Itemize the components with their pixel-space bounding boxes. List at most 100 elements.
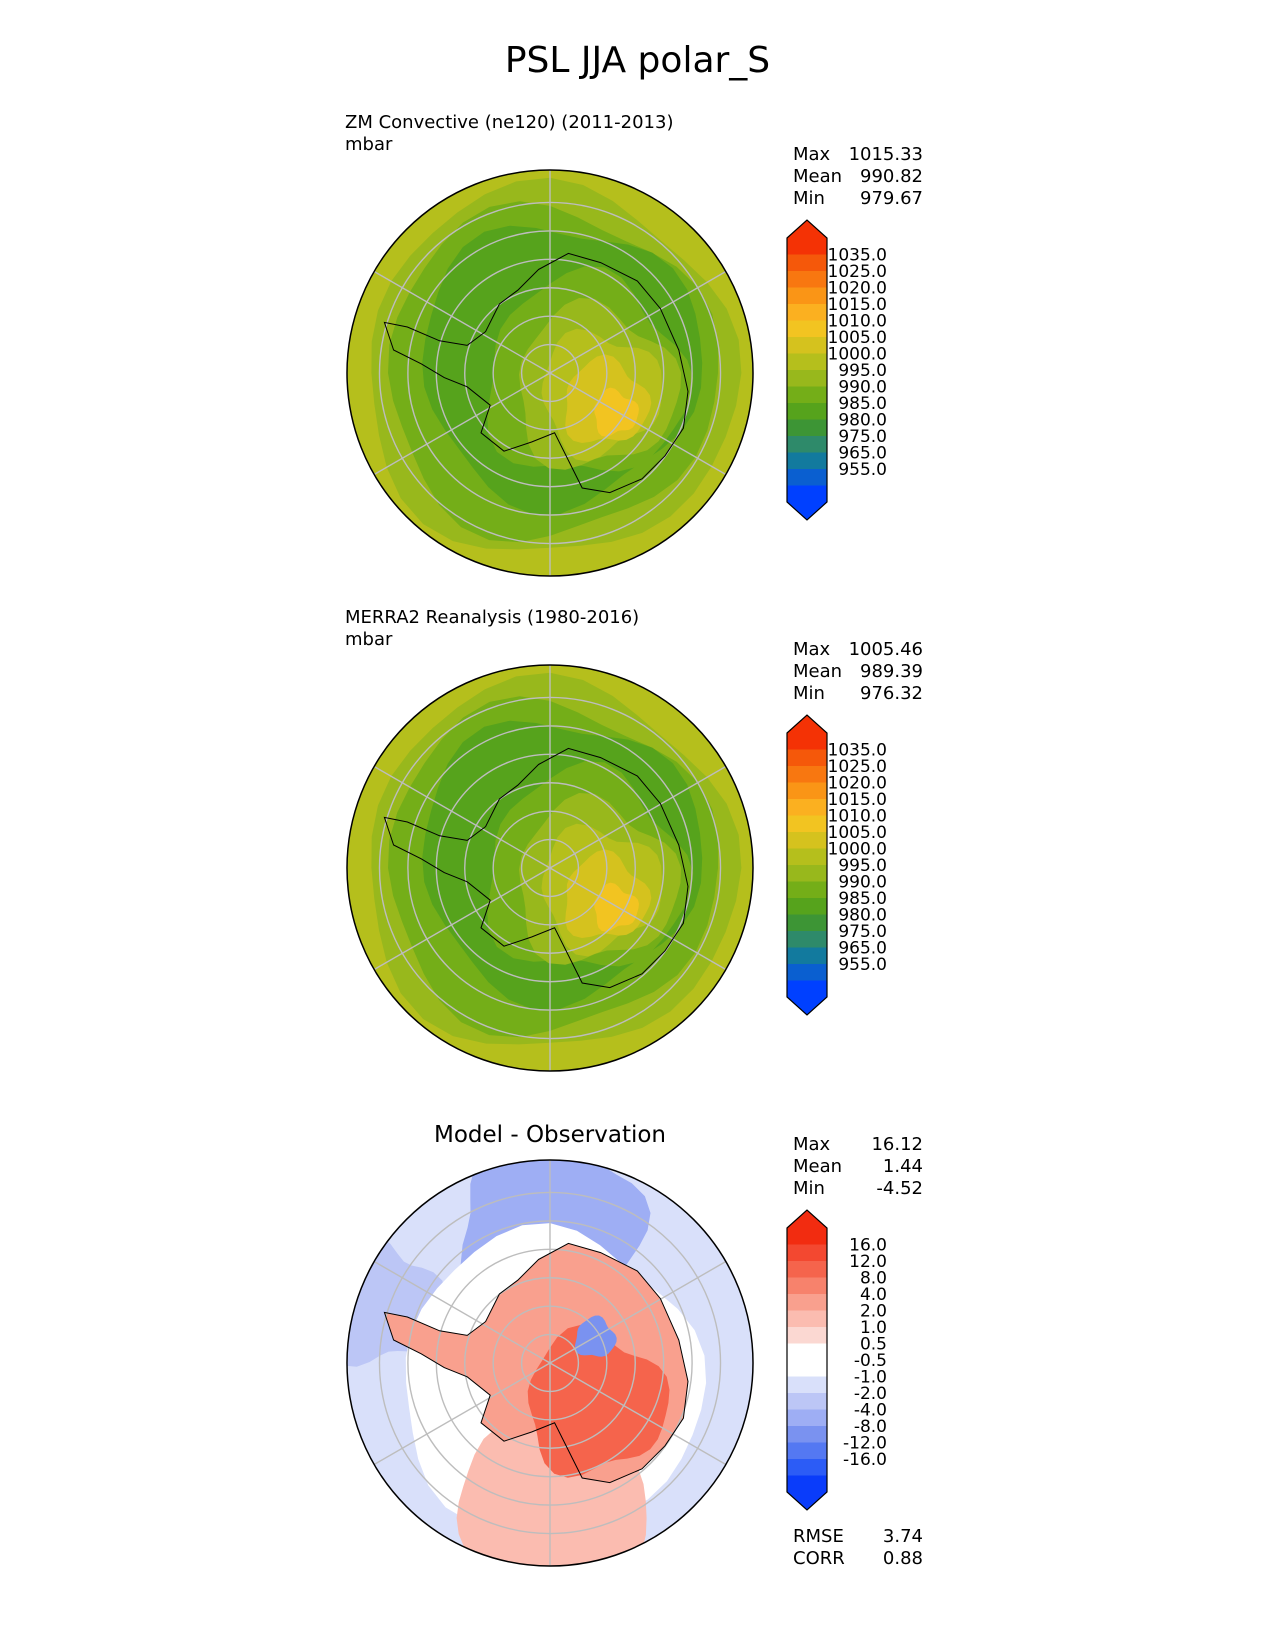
map-border [346,169,754,577]
colorbar-box [787,320,827,338]
meridian-gridline [549,270,727,374]
colorbar-box [787,386,827,404]
colorbar-tick-label: 965.0 [838,444,887,464]
metric-rmse: RMSE 3.74 [793,1526,923,1547]
ref-panel-units: mbar [345,629,393,650]
meridian-gridline [373,765,551,869]
meridian-gridline [549,1362,727,1466]
meridian-gridline [373,372,551,476]
stat-min: Min 976.32 [793,683,923,704]
colorbar-tick-label: -8.0 [854,1417,887,1437]
colorbar-box [787,1442,827,1460]
map-field [347,1160,753,1566]
colorbar-tick-label: 1020.0 [828,279,887,299]
ref-colorbar: 1035.01025.01020.01015.01010.01005.01000… [786,714,887,1016]
colorbar-tick-label: -12.0 [843,1434,887,1454]
colorbar-tick-label: 1025.0 [828,262,887,282]
colorbar-box [787,1261,827,1278]
colorbar-tick-label: -0.5 [854,1351,887,1371]
stat-mean: Mean 1.44 [793,1156,923,1177]
colorbar-box [787,370,827,387]
metric-corr: CORR 0.88 [793,1548,923,1569]
colorbar-box [787,287,827,305]
colorbar-box [787,304,827,321]
colorbar-box [787,436,827,453]
ref-panel-title: MERRA2 Reanalysis (1980-2016) [345,607,640,628]
colorbar-tick-label: 955.0 [838,955,887,975]
stat-mean: Mean 989.39 [793,661,923,682]
meridian-gridline [549,372,727,476]
colorbar-box [787,419,827,437]
colorbar-box [787,403,827,420]
meridian-gridline [373,1362,551,1466]
colorbar-box [787,1228,827,1245]
colorbar-box [787,1294,827,1311]
map-field [347,170,753,576]
colorbar-tick-label: 965.0 [838,939,887,959]
colorbar-box [787,337,827,354]
colorbar-box [787,469,827,486]
colorbar-box [787,1459,827,1476]
colorbar-tick-label: 995.0 [838,361,887,381]
colorbar-box [787,799,827,816]
colorbar-tick-label: 1000.0 [828,345,887,365]
diff-polar-map [346,1159,754,1567]
colorbar-tick-label: -4.0 [854,1401,887,1421]
colorbar-box [787,881,827,899]
stat-mean: Mean 990.82 [793,166,923,187]
colorbar-box [787,766,827,783]
colorbar-extend-top [787,715,827,733]
colorbar-tick-label: 975.0 [838,922,887,942]
test-panel-title: ZM Convective (ne120) (2011-2013) [345,112,674,133]
colorbar-box [787,865,827,882]
stat-max: Max 16.12 [793,1134,923,1155]
ref-panel: MERRA2 Reanalysis (1980-2016) mbar Max 10… [0,605,1275,1095]
colorbar-box [787,914,827,932]
colorbar-box [787,947,827,965]
colorbar-tick-label: 990.0 [838,873,887,893]
meridian-gridline [373,1260,551,1364]
colorbar-box [787,271,827,288]
colorbar-box [787,1376,827,1394]
colorbar-tick-label: 1010.0 [828,807,887,827]
colorbar-box [787,485,827,503]
colorbar-extend-bottom [787,502,827,520]
colorbar-box [787,1426,827,1443]
colorbar-box [787,1244,827,1262]
colorbar-tick-label: 12.0 [849,1252,887,1272]
colorbar-tick-label: 8.0 [860,1269,887,1289]
colorbar-tick-label: 1010.0 [828,312,887,332]
colorbar-box [787,782,827,800]
meridian-gridline [373,270,551,374]
colorbar-tick-label: 1035.0 [828,246,887,266]
colorbar-extend-bottom [787,997,827,1015]
coastline [383,252,689,494]
colorbar-tick-label: 985.0 [838,889,887,909]
colorbar-tick-label: 1005.0 [828,328,887,348]
colorbar-box [787,254,827,272]
colorbar-box [787,848,827,866]
meridian-gridline [549,867,727,971]
colorbar-box [787,1475,827,1493]
stat-min: Min 979.67 [793,188,923,209]
colorbar-box [787,1310,827,1328]
colorbar-box [787,1393,827,1410]
colorbar-outline [786,1209,828,1511]
colorbar-tick-label: 990.0 [838,378,887,398]
ref-stats: Max 1005.46 Mean 989.39 Min 976.32 [793,639,923,705]
colorbar-outline [786,219,828,521]
diff-panel-title: Model - Observation [433,1122,667,1148]
colorbar-box [787,452,827,470]
test-panel-units: mbar [345,134,393,155]
colorbar-box [787,1360,827,1377]
colorbar-box [787,815,827,833]
colorbar-box [787,749,827,767]
colorbar-tick-label: 980.0 [838,906,887,926]
diff-stats: Max 16.12 Mean 1.44 Min -4.52 [793,1134,923,1200]
figure-title: PSL JJA polar_S [504,40,771,81]
colorbar-box [787,980,827,998]
colorbar-tick-label: 1025.0 [828,757,887,777]
colorbar-tick-label: 16.0 [849,1236,887,1256]
colorbar-box [787,964,827,981]
colorbar-tick-label: 1015.0 [828,295,887,315]
